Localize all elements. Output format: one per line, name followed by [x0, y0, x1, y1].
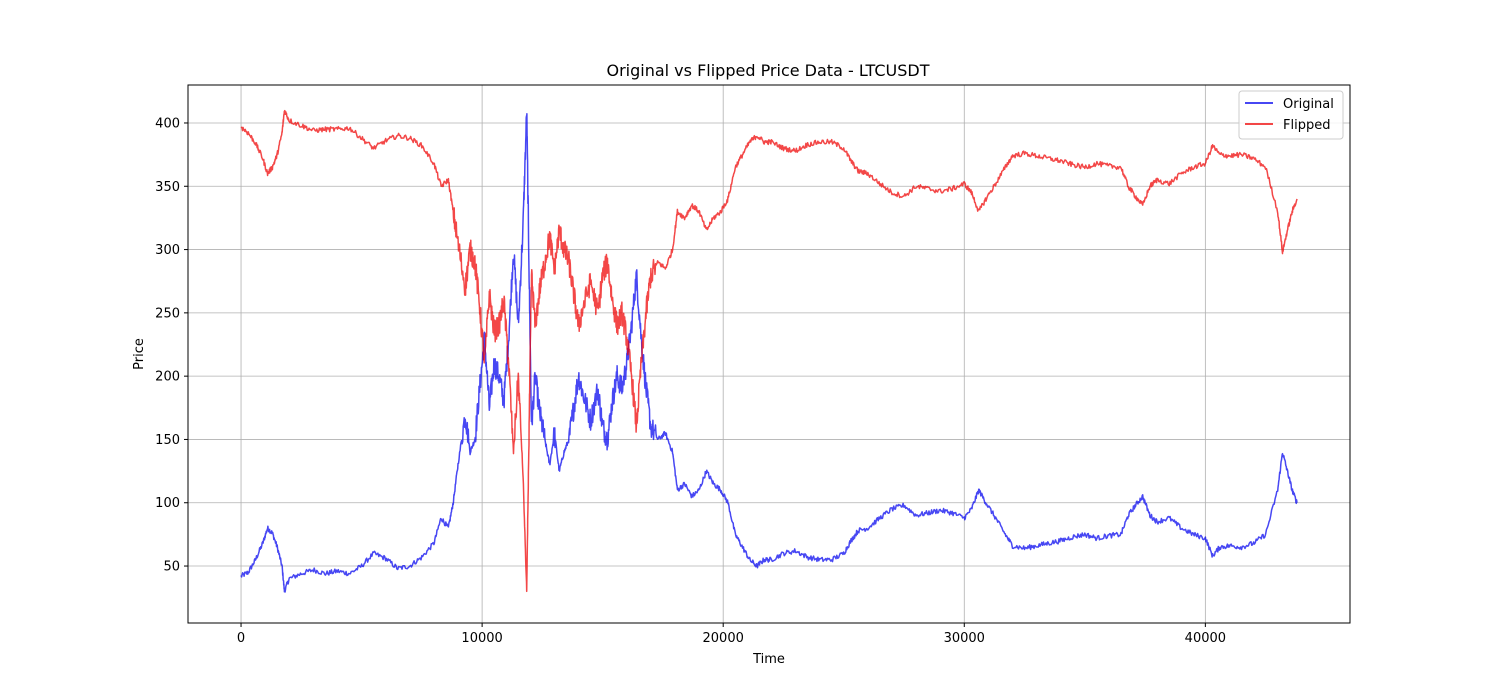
- y-tick-label: 50: [163, 560, 180, 575]
- series-line-flipped: [240, 109, 1298, 593]
- y-tick-label: 400: [155, 116, 180, 131]
- y-tick-label: 200: [155, 370, 180, 385]
- y-tick-label: 350: [155, 180, 180, 195]
- legend: Original Flipped: [1238, 90, 1344, 140]
- x-tick-label: 30000: [944, 631, 985, 646]
- x-tick-label: 10000: [461, 631, 502, 646]
- series-layer: [240, 109, 1298, 593]
- y-tick-label: 100: [155, 496, 180, 511]
- y-tick-label: 250: [155, 306, 180, 321]
- legend-label-flipped: Flipped: [1283, 118, 1330, 133]
- y-axis-label: Price: [132, 338, 147, 370]
- legend-label-original: Original: [1283, 97, 1334, 112]
- y-tick-label: 300: [155, 243, 180, 258]
- x-tick-label: 20000: [703, 631, 744, 646]
- x-tick-label: 40000: [1185, 631, 1226, 646]
- grid: [188, 85, 1350, 623]
- y-tick-label: 150: [155, 433, 180, 448]
- series-line-original: [240, 113, 1298, 593]
- chart-title: Original vs Flipped Price Data - LTCUSDT: [606, 61, 929, 80]
- ticks: 0 10000 20000 30000 40000 50 100 150 200 250 300 35…: [155, 116, 1226, 646]
- x-axis-label: Time: [752, 652, 785, 667]
- x-tick-label: 0: [237, 631, 245, 646]
- plot-frame: [187, 84, 1351, 624]
